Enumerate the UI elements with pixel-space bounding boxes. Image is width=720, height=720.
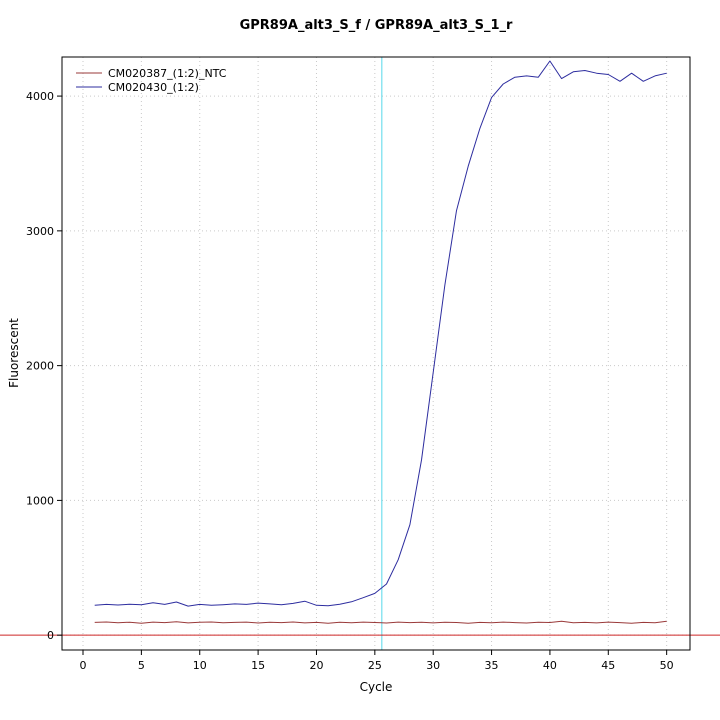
- svg-text:20: 20: [309, 659, 323, 672]
- svg-text:50: 50: [660, 659, 674, 672]
- chart-title: GPR89A_alt3_S_f / GPR89A_alt3_S_1_r: [239, 18, 513, 33]
- svg-text:45: 45: [601, 659, 615, 672]
- svg-text:5: 5: [138, 659, 145, 672]
- svg-text:CM020387_(1:2)_NTC: CM020387_(1:2)_NTC: [108, 67, 227, 80]
- svg-text:15: 15: [251, 659, 265, 672]
- svg-text:3000: 3000: [26, 225, 54, 238]
- svg-text:0: 0: [47, 629, 54, 642]
- svg-text:10: 10: [193, 659, 207, 672]
- svg-text:30: 30: [426, 659, 440, 672]
- svg-text:CM020430_(1:2): CM020430_(1:2): [108, 81, 199, 94]
- x-axis-label: Cycle: [359, 680, 393, 694]
- svg-text:40: 40: [543, 659, 557, 672]
- svg-text:35: 35: [485, 659, 499, 672]
- svg-text:4000: 4000: [26, 90, 54, 103]
- svg-text:1000: 1000: [26, 494, 54, 507]
- svg-text:2000: 2000: [26, 360, 54, 373]
- svg-text:0: 0: [80, 659, 87, 672]
- svg-text:25: 25: [368, 659, 382, 672]
